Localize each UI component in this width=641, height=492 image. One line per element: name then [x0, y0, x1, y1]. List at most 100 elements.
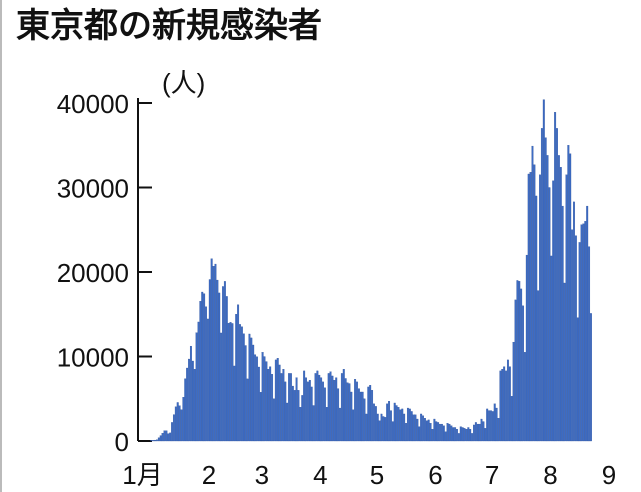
bar — [414, 414, 417, 442]
bar — [393, 402, 396, 442]
bar — [476, 423, 479, 442]
bar — [310, 386, 313, 442]
bar — [450, 425, 453, 442]
bar — [156, 439, 158, 442]
bar — [542, 99, 545, 442]
y-tick-label: 40000 — [57, 89, 129, 119]
bar — [433, 418, 436, 442]
bar — [235, 314, 238, 442]
bar — [278, 364, 281, 442]
bar — [176, 402, 179, 442]
bar — [376, 413, 379, 442]
y-axis-unit-label: (人) — [162, 68, 205, 98]
bar — [154, 439, 157, 442]
bar — [580, 224, 583, 442]
bar — [346, 382, 349, 442]
bar — [488, 410, 491, 442]
bar — [248, 333, 251, 442]
bar — [371, 390, 374, 442]
bar — [535, 195, 538, 442]
bar — [563, 282, 566, 442]
bar — [425, 420, 428, 442]
bar — [240, 326, 243, 442]
bar — [327, 373, 330, 442]
bar — [195, 332, 198, 442]
bar — [208, 279, 211, 442]
bar — [157, 437, 160, 442]
bar — [261, 352, 264, 442]
bar — [416, 418, 419, 442]
bar — [186, 367, 189, 442]
bar — [163, 430, 166, 442]
bar — [463, 428, 466, 442]
bar — [386, 403, 389, 442]
bar — [482, 421, 485, 442]
bar — [554, 112, 557, 442]
bar — [161, 433, 164, 442]
bar — [369, 385, 372, 442]
bar — [510, 396, 513, 442]
x-tick-label: 8 — [543, 460, 557, 490]
bar — [152, 440, 155, 442]
bar — [552, 180, 555, 442]
bar — [459, 426, 462, 442]
bar — [308, 380, 311, 442]
bar — [537, 290, 540, 442]
bar — [495, 407, 498, 442]
bar — [220, 332, 223, 442]
bar — [352, 409, 355, 442]
bar — [201, 291, 204, 442]
bar — [418, 426, 421, 442]
bar — [182, 397, 185, 442]
bar — [480, 418, 483, 442]
bar — [395, 405, 398, 442]
bar — [325, 407, 328, 442]
bar — [582, 223, 585, 442]
bar — [312, 405, 315, 442]
bar — [388, 401, 391, 442]
bar — [259, 392, 262, 442]
bar — [252, 344, 255, 442]
bar — [331, 375, 334, 442]
bar — [533, 164, 536, 442]
bar — [233, 365, 236, 442]
bar — [423, 418, 426, 442]
bar — [237, 304, 240, 442]
bar — [350, 391, 353, 442]
bar — [354, 379, 357, 442]
bar — [516, 280, 519, 442]
bar — [254, 354, 257, 442]
bar — [246, 378, 249, 442]
bar — [205, 306, 207, 442]
bar — [497, 418, 500, 442]
bar — [184, 378, 187, 442]
bar — [539, 174, 541, 442]
bar — [340, 373, 343, 442]
bar — [548, 187, 551, 442]
bar — [280, 373, 283, 442]
bar — [271, 374, 274, 442]
bar — [435, 421, 438, 442]
bar — [301, 395, 304, 442]
bar — [276, 358, 279, 442]
bar — [212, 266, 215, 442]
bar — [297, 390, 300, 442]
bar — [544, 137, 547, 442]
bar — [272, 398, 275, 442]
bar — [239, 324, 241, 442]
bar — [573, 201, 575, 442]
bar — [437, 422, 440, 442]
bar — [439, 423, 441, 442]
bar — [559, 167, 562, 442]
bar — [454, 427, 457, 442]
bar — [356, 381, 358, 442]
bar — [150, 440, 153, 442]
bar — [527, 173, 530, 442]
bar — [199, 301, 202, 442]
x-tick-label: 4 — [313, 460, 327, 490]
bar — [506, 359, 509, 442]
bar — [265, 361, 268, 442]
bar — [448, 423, 451, 442]
bar — [389, 410, 392, 442]
